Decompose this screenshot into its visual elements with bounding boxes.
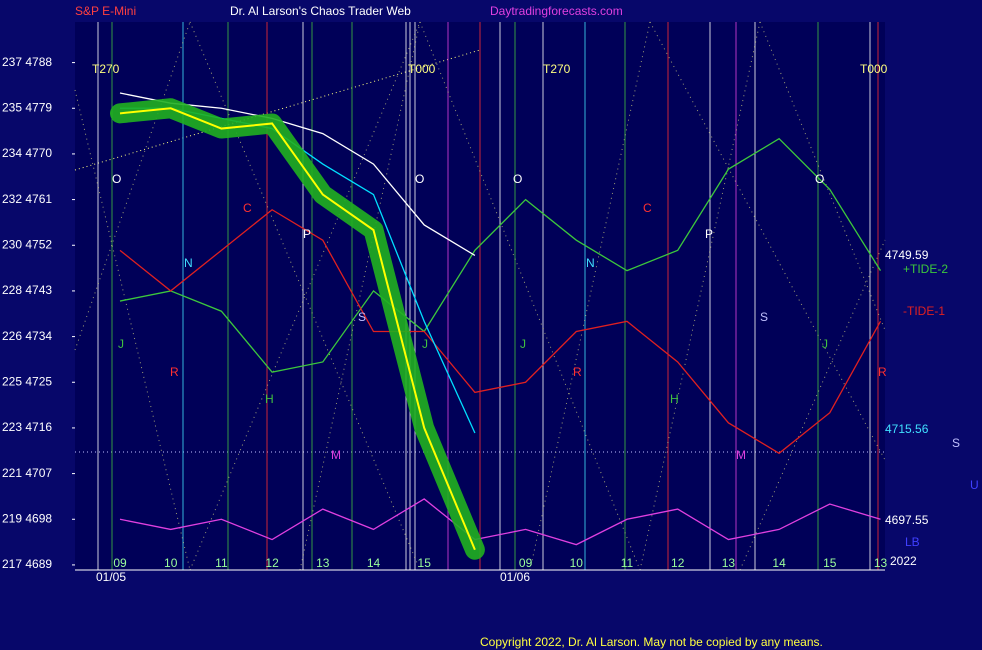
annotation: H: [670, 392, 679, 406]
angle-line: [739, 239, 886, 571]
annotation: 4715.56: [885, 422, 929, 436]
x-tick-label: 12: [265, 556, 279, 570]
y-tick-label: 221 4707: [2, 466, 52, 480]
annotation: J: [822, 337, 828, 351]
angle-line: [639, 21, 761, 571]
y-tick-label: 223 4716: [2, 420, 52, 434]
x-tick-label: 13: [874, 556, 888, 570]
x-tick-label: 10: [570, 556, 584, 570]
annotation: 4749.59: [885, 248, 929, 262]
y-tick-label: 235 4779: [2, 100, 52, 114]
annotation: O: [112, 172, 121, 186]
y-tick-label: 217 4689: [2, 557, 52, 571]
angle-line: [299, 21, 421, 571]
annotation: S: [358, 310, 366, 324]
x-tick-label: 15: [823, 556, 837, 570]
annotation: J: [118, 337, 124, 351]
annotation: P: [303, 227, 311, 241]
annotation: J: [520, 337, 526, 351]
y-tick-label: 228 4743: [2, 283, 52, 297]
x-tick-label: 13: [316, 556, 330, 570]
series-line: [119, 208, 882, 455]
x-tick-label: 09: [113, 556, 127, 570]
trend-line: [74, 49, 481, 171]
x-tick-label: 15: [418, 556, 432, 570]
site: Daytradingforecasts.com: [490, 4, 623, 18]
legend-entry: +TIDE-2: [903, 262, 948, 276]
date-label: 01/06: [500, 570, 530, 584]
y-tick-label: 225 4725: [2, 374, 52, 388]
annotation: T270: [543, 62, 571, 76]
series-line: [119, 137, 882, 373]
copyright: Copyright 2022, Dr. Al Larson. May not b…: [480, 635, 823, 649]
annotation: J: [422, 337, 428, 351]
x-tick-label: 11: [215, 556, 228, 570]
legend-entry: -TIDE-1: [903, 304, 945, 318]
chart-subtitle: Dr. Al Larson's Chaos Trader Web: [230, 4, 411, 18]
annotation: C: [643, 201, 652, 215]
annotation: N: [586, 256, 595, 270]
annotation: N: [184, 256, 193, 270]
annotation: O: [815, 172, 824, 186]
annotation: H: [265, 392, 274, 406]
annotation: T270: [92, 62, 120, 76]
y-tick-label: 219 4698: [2, 511, 52, 525]
annotation: S: [760, 310, 768, 324]
x-tick-label: 12: [671, 556, 685, 570]
year-label: 2022: [890, 554, 917, 568]
series-line: [119, 107, 476, 551]
x-tick-label: 13: [722, 556, 736, 570]
angle-line: [189, 21, 421, 571]
x-tick-label: 14: [772, 556, 786, 570]
date-label: 01/05: [96, 570, 126, 584]
annotation: 4697.55: [885, 513, 929, 527]
annotation: P: [705, 227, 713, 241]
angle-line: [189, 21, 421, 571]
y-tick-label: 226 4734: [2, 329, 52, 343]
angle-line: [419, 21, 641, 571]
annotation: O: [513, 172, 522, 186]
annotation: O: [415, 172, 424, 186]
angle-line: [759, 21, 886, 331]
annotation: T000: [408, 62, 436, 76]
annotation: R: [878, 365, 887, 379]
x-tick-label: 10: [164, 556, 178, 570]
y-tick-label: 232 4761: [2, 192, 52, 206]
annotation: R: [170, 365, 179, 379]
annotation: T000: [860, 62, 888, 76]
series-line: [119, 498, 881, 546]
x-tick-label: 11: [621, 556, 634, 570]
annotation: S: [952, 436, 960, 450]
y-tick-label: 237 4788: [2, 55, 52, 69]
annotation: R: [573, 365, 582, 379]
x-tick-label: 14: [367, 556, 381, 570]
annotation: LB: [905, 535, 920, 549]
y-tick-label: 230 4752: [2, 237, 52, 251]
annotation: C: [243, 201, 252, 215]
annotation: M: [331, 448, 341, 462]
annotation: U: [970, 478, 979, 492]
angle-line: [529, 21, 651, 571]
y-tick-label: 234 4770: [2, 146, 52, 160]
chart-title: S&P E-Mini: [75, 4, 136, 18]
x-tick-label: 09: [519, 556, 533, 570]
annotation: M: [736, 448, 746, 462]
